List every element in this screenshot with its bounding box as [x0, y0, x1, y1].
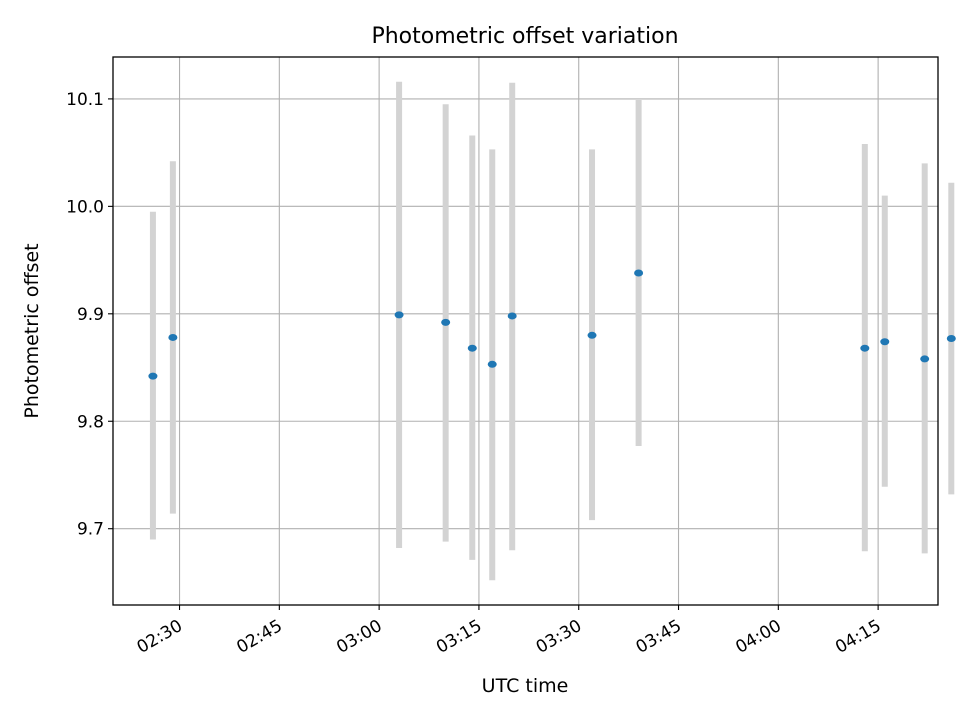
x-tick-label: 04:15 [832, 616, 884, 658]
x-tick-label: 03:45 [633, 616, 685, 658]
y-tick-label: 10.0 [66, 197, 104, 217]
x-tick-label: 03:00 [333, 616, 385, 658]
data-point [394, 311, 404, 319]
data-point [148, 372, 158, 380]
grid-layer [113, 57, 938, 605]
data-point [467, 344, 477, 352]
y-tick-label: 9.8 [77, 412, 104, 432]
y-tick-label: 9.9 [77, 305, 104, 325]
data-point [880, 338, 890, 346]
data-point [860, 344, 870, 352]
chart-title: Photometric offset variation [371, 24, 678, 49]
y-tick-label: 9.7 [77, 520, 104, 540]
y-axis-label: Photometric offset [21, 243, 43, 418]
data-point [507, 312, 517, 320]
x-axis-ticks: 02:30 02:45 03:00 03:15 03:30 03:45 04:00 04:15 [134, 605, 885, 658]
x-axis-label: UTC time [482, 675, 569, 697]
y-axis-ticks: 9.7 9.8 9.9 10.0 10.1 [66, 90, 113, 540]
data-point [168, 333, 178, 341]
x-tick-label: 02:45 [233, 616, 285, 658]
x-tick-label: 03:15 [433, 616, 485, 658]
data-point [587, 331, 597, 339]
data-point [920, 355, 930, 363]
y-tick-label: 10.1 [66, 90, 104, 110]
x-tick-label: 04:00 [732, 616, 784, 658]
data-point [634, 269, 644, 277]
x-tick-label: 03:30 [533, 616, 585, 658]
x-tick-label: 02:30 [134, 616, 186, 658]
errorbar-layer [149, 81, 955, 581]
data-point [946, 335, 956, 343]
plot-area-frame [112, 56, 939, 606]
point-layer [148, 269, 956, 380]
data-point [487, 360, 497, 368]
data-point [441, 318, 451, 326]
